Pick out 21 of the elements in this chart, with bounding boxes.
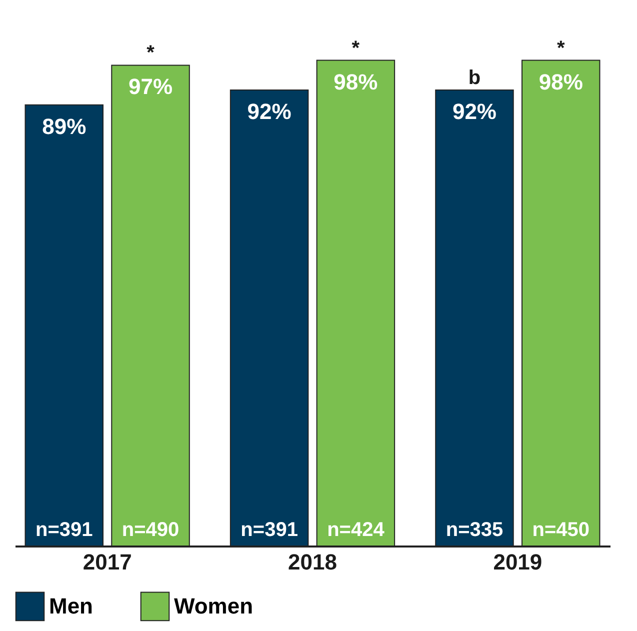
data-label: 98% (334, 69, 378, 94)
data-label: 89% (42, 114, 86, 139)
data-label: 92% (452, 99, 496, 124)
data-label: 98% (538, 69, 583, 94)
annotation: * (556, 37, 565, 60)
annotation: * (146, 42, 155, 64)
annotation: b (468, 67, 481, 90)
x-tick-label: 2019 (493, 550, 542, 574)
annotation: n=335 (446, 519, 504, 541)
annotation: n=490 (122, 519, 180, 541)
annotation: * (352, 37, 360, 60)
annotation: n=391 (240, 519, 298, 541)
legend-label: Men (49, 593, 93, 618)
annotation: n=391 (36, 519, 93, 541)
legend-label: Women (174, 593, 254, 618)
data-label: 97% (128, 74, 173, 100)
x-tick-label: 2018 (288, 550, 337, 574)
data-label: 92% (247, 99, 292, 124)
x-tick-label: 2017 (82, 550, 132, 574)
annotation: n=424 (327, 519, 386, 541)
annotation: n=450 (532, 519, 590, 541)
